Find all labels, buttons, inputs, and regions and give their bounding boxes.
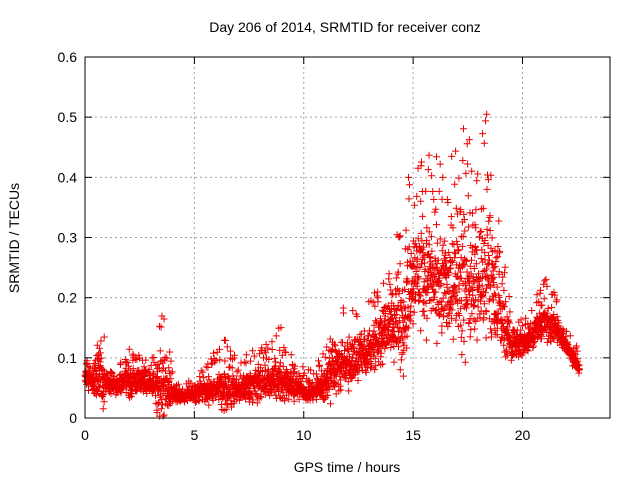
x-tick-label: 10 xyxy=(296,427,312,443)
x-axis-label: GPS time / hours xyxy=(294,459,401,475)
y-tick-label: 0.5 xyxy=(58,109,78,125)
y-tick-label: 0.3 xyxy=(58,230,78,246)
data-points xyxy=(81,110,583,420)
y-tick-label: 0.1 xyxy=(58,350,78,366)
scatter-point-markers xyxy=(81,110,583,420)
y-tick-label: 0.4 xyxy=(58,169,78,185)
x-tick-label: 5 xyxy=(190,427,198,443)
y-tick-label: 0 xyxy=(69,410,77,426)
x-tick-label: 15 xyxy=(405,427,421,443)
y-axis-label: SRMTID / TECUs xyxy=(6,183,22,293)
y-tick-label: 0.6 xyxy=(58,49,78,65)
axis-ticks: 0 5 10 15 20 0 0.1 0.2 0.3 0.4 0.5 0.6 xyxy=(58,49,610,443)
chart-title: Day 206 of 2014, SRMTID for receiver con… xyxy=(209,19,481,35)
y-tick-label: 0.2 xyxy=(58,290,78,306)
x-tick-label: 0 xyxy=(81,427,89,443)
x-tick-label: 20 xyxy=(515,427,531,443)
